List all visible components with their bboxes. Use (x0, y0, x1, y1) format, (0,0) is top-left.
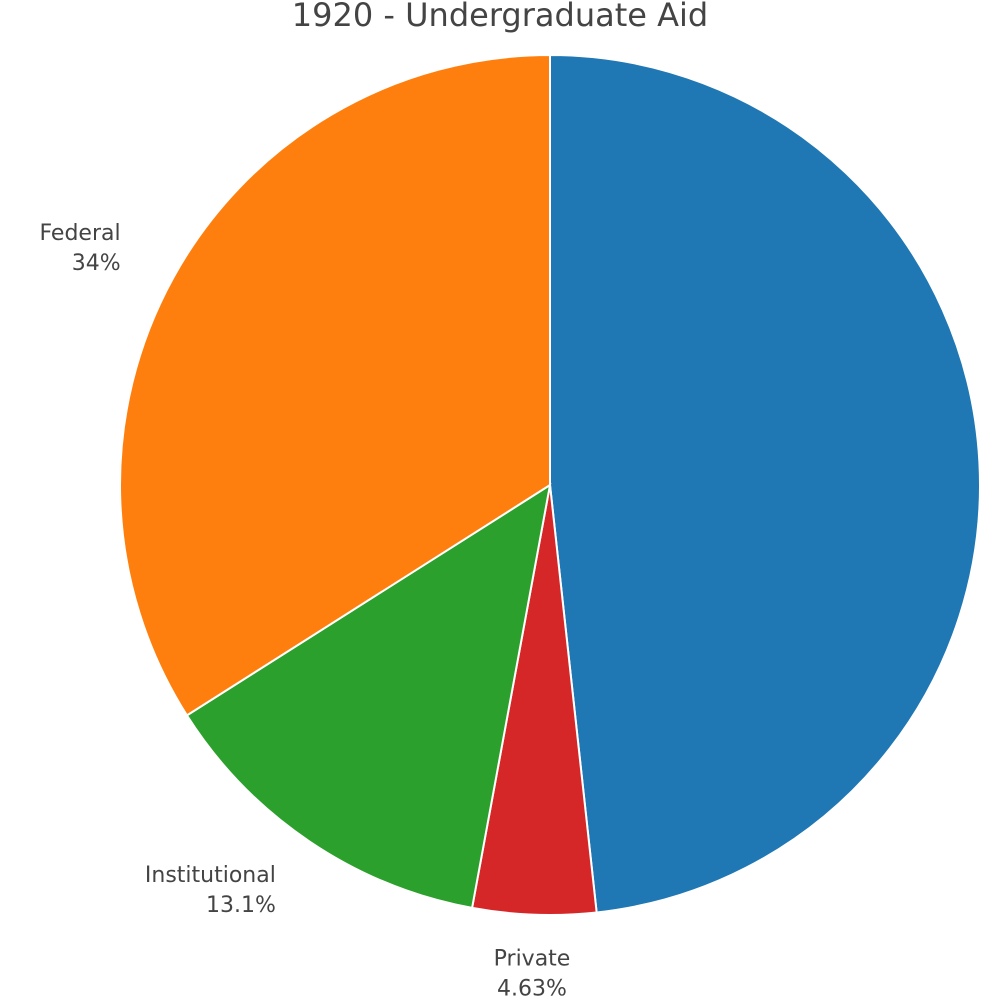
pie-slice-institutional (185, 482, 552, 910)
slice-percent-label-federal: 34% (72, 251, 121, 276)
pie-slice-slice-0 (549, 53, 981, 914)
chart-title: 1920 - Undergraduate Aid (292, 0, 708, 34)
slice-name-label-institutional: Institutional (145, 863, 276, 888)
slice-percent-label-institutional: 13.1% (206, 893, 276, 918)
pie-slice-federal (119, 53, 551, 717)
pie-slices (119, 53, 981, 916)
slice-name-label-private: Private (494, 947, 571, 972)
slice-percent-label-private: 4.63% (497, 977, 567, 1000)
pie-labels: 48.3%Private4.63%Institutional13.1%Feder… (39, 221, 571, 1000)
slice-name-label-federal: Federal (39, 221, 120, 246)
